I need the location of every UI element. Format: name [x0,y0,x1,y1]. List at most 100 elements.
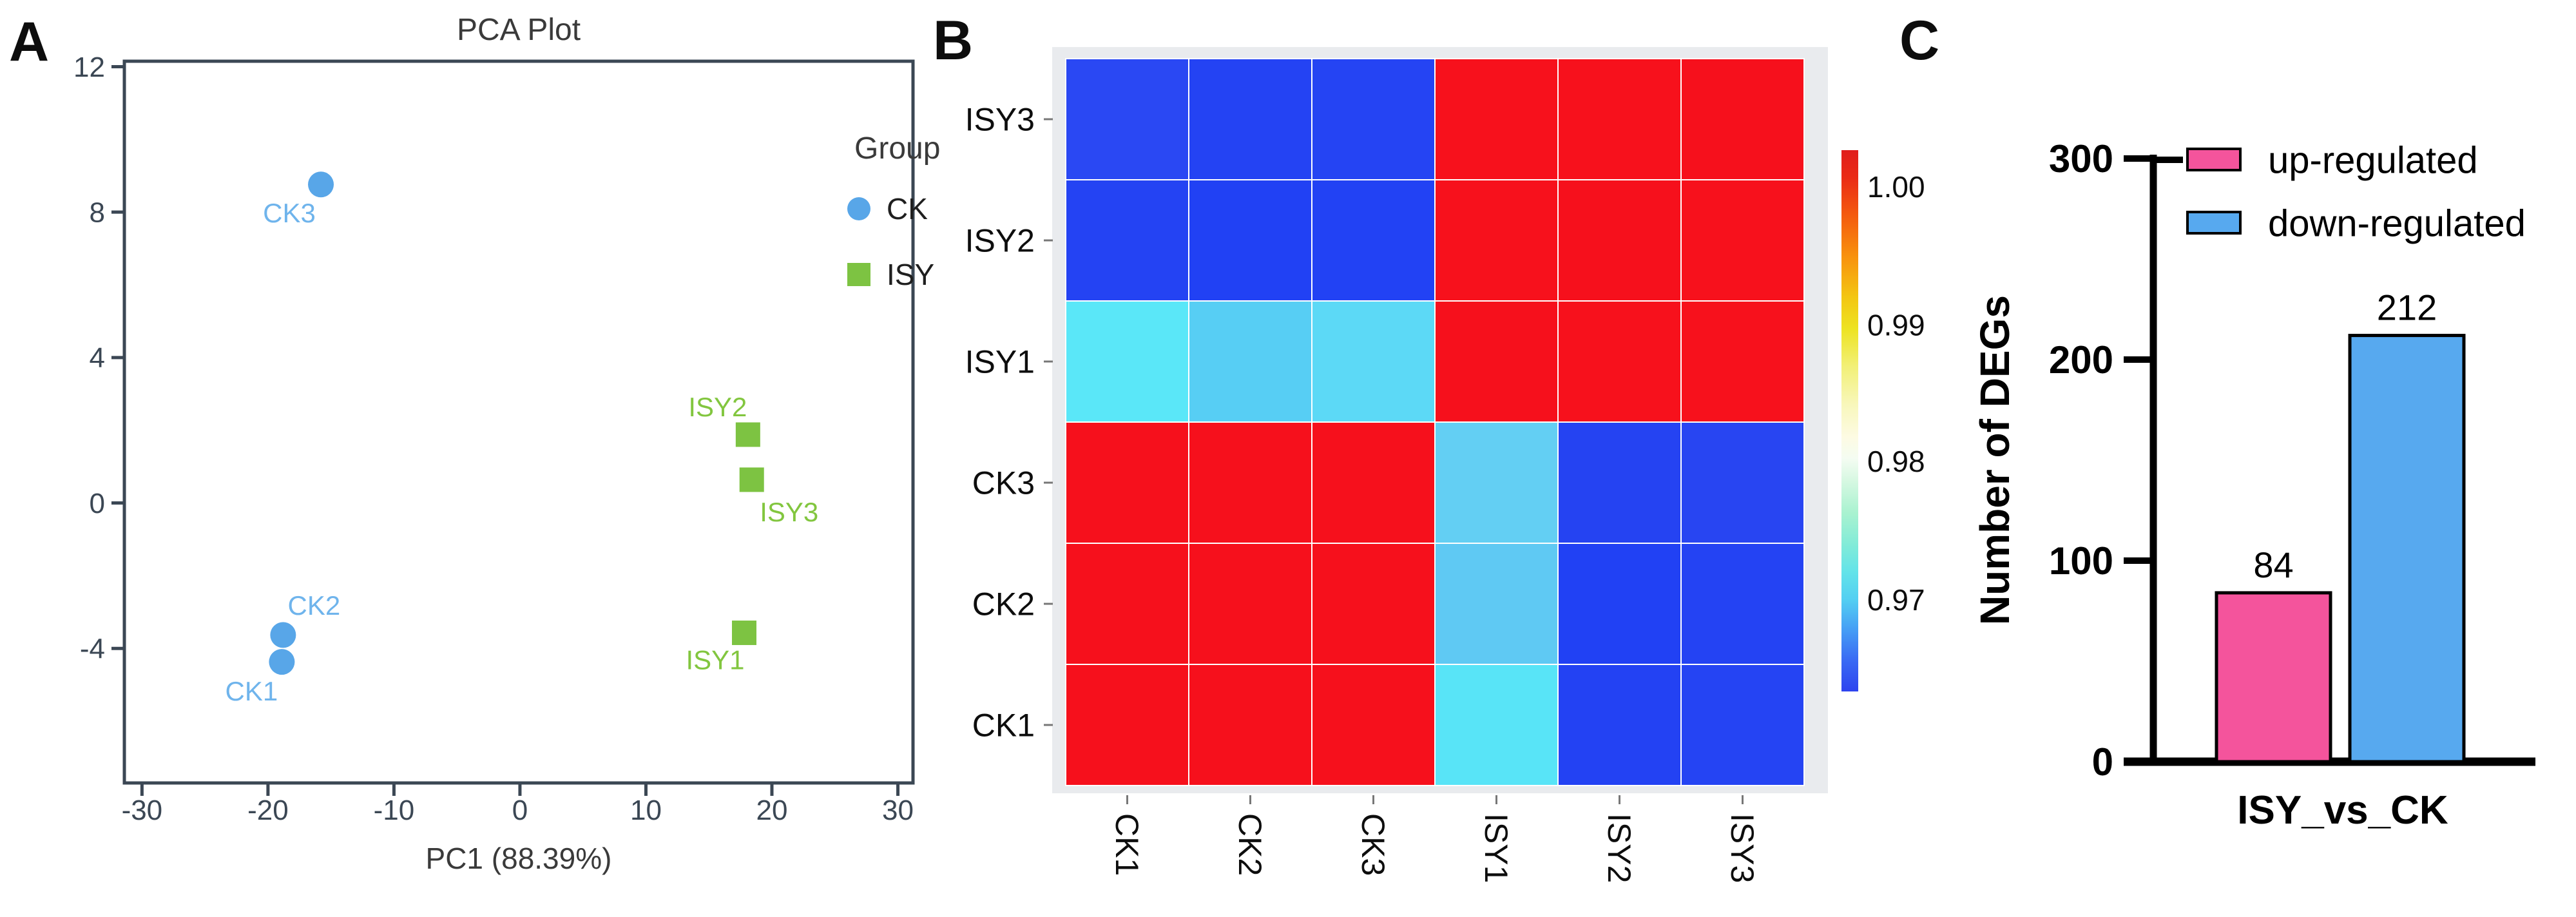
heatmap-cell-ISY3-ISY3: ISY3 vs ISY3 : 1.000 [1680,58,1805,180]
pca-point-ISY2 [735,422,760,447]
colorbar-tick-label-0.99: 0.99 [1867,308,1925,342]
pca-point-label-ISY1: ISY1 [686,645,744,675]
pca-legend-isy-label: ISY [887,258,934,291]
pca-point-CK1 [269,649,295,675]
heatmap-cell-ISY2-ISY2: ISY2 vs ISY2 : 1.000 [1557,179,1682,302]
pca-point-label-ISY3: ISY3 [760,497,818,527]
heatmap-row-label-ISY3: ISY3 [965,102,1035,138]
heatmap-cell-ISY2-ISY1: ISY2 vs ISY1 : 0.999 [1434,179,1559,302]
pca-x-tick-label: -30 [122,795,163,826]
heatmap-col-label-ISY3: ISY3 [1724,813,1760,883]
colorbar-tick-label-0.97: 0.97 [1867,583,1925,617]
heatmap-cell-CK2-ISY1: CK2 vs ISY1 : 0.973 [1434,543,1559,665]
pca-plot-frame [122,59,915,785]
heatmap-cell-CK3-CK1: CK3 vs CK1 : 0.999 [1065,421,1189,544]
heatmap-cell-ISY3-CK3: ISY3 vs CK3 : 0.966 [1311,58,1436,180]
heatmap-row-label-ISY1: ISY1 [965,344,1035,380]
heatmap-cell-ISY2-CK1: ISY2 vs CK1 : 0.966 [1065,179,1189,302]
heatmap-cell-CK3-ISY3: CK3 vs ISY3 : 0.966 [1680,421,1805,544]
heatmap-col-label-CK2: CK2 [1232,813,1268,876]
heatmap-row-label-ISY2: ISY2 [965,223,1035,259]
heatmap-cell-ISY3-ISY1: ISY3 vs ISY1 : 0.999 [1434,58,1559,180]
deg-legend-swatch-up-regulated [2186,148,2242,171]
panel-b-label: B [933,10,974,72]
deg-bar-value-down-regulated: 212 [2377,287,2437,328]
deg-y-axis-title: Number of DEGs [1972,295,2018,625]
pca-point-label-CK3: CK3 [263,198,316,228]
heatmap-col-label-CK3: CK3 [1355,813,1391,876]
heatmap-row-label-CK1: CK1 [972,708,1035,744]
pca-point-label-ISY2: ISY2 [688,392,747,422]
colorbar-tick-label-1.00: 1.00 [1867,170,1925,204]
pca-y-tick-label: -4 [80,633,105,665]
pca-legend-title: Group [854,131,940,166]
heatmap-cell-CK2-CK2: CK2 vs CK2 : 1.000 [1188,543,1312,665]
deg-y-tick-label-200: 200 [2049,338,2113,381]
pca-point-ISY3 [739,467,764,492]
pca-x-tick-label: 10 [630,795,662,826]
pca-x-tick-label: 0 [512,795,528,826]
heatmap-cell-ISY1-CK2: ISY1 vs CK2 : 0.973 [1188,300,1312,423]
heatmap-row-label-CK3: CK3 [972,465,1035,501]
pca-legend-ck-label: CK [887,192,928,226]
heatmap-cell-ISY3-CK1: ISY3 vs CK1 : 0.966 [1065,58,1189,180]
deg-legend-label-up-regulated: up-regulated [2268,139,2478,181]
pca-point-CK3 [308,171,334,198]
pca-point-label-CK1: CK1 [226,676,278,706]
heatmap-col-label-ISY1: ISY1 [1478,813,1514,883]
heatmap-panel: ISY3 vs CK1 : 0.966ISY3 vs CK2 : 0.966IS… [965,47,1925,883]
heatmap-cell-ISY3-CK2: ISY3 vs CK2 : 0.966 [1188,58,1312,180]
panel-c-label: C [1899,10,1940,72]
pca-y-tick-label: 4 [90,342,105,374]
heatmap-cell-ISY3-ISY2: ISY3 vs ISY2 : 0.999 [1557,58,1682,180]
heatmap-col-label-CK1: CK1 [1109,813,1145,876]
heatmap-cell-CK2-ISY3: CK2 vs ISY3 : 0.966 [1680,543,1805,665]
deg-bar-panel: 0 100 200 300 Number of DEGs 84 212 ISY_vs_CK up… [1972,137,2535,833]
deg-bar-value-up-regulated: 84 [2253,545,2293,585]
deg-legend-label-down-regulated: down-regulated [2268,202,2526,244]
heatmap-cell-CK3-CK3: CK3 vs CK3 : 1.000 [1311,421,1436,544]
pca-x-tick-label: -20 [247,795,289,826]
heatmap-cell-CK1-CK3: CK1 vs CK3 : 0.999 [1311,664,1436,786]
pca-x-axis-label: PC1 (88.39%) [426,842,612,875]
pca-x-tick-label: 30 [882,795,914,826]
heatmap-cell-CK2-ISY2: CK2 vs ISY2 : 0.965 [1557,543,1682,665]
heatmap-cell-CK3-CK2: CK3 vs CK2 : 0.999 [1188,421,1312,544]
pca-y-tick-label: 0 [90,488,105,519]
heatmap-cell-ISY1-ISY1: ISY1 vs ISY1 : 1.000 [1434,300,1559,423]
deg-bar-down-regulated [2348,334,2466,764]
heatmap-col-label-ISY2: ISY2 [1601,813,1637,883]
heatmap-cell-ISY1-CK3: ISY1 vs CK3 : 0.974 [1311,300,1436,423]
heatmap-cell-ISY1-CK1: ISY1 vs CK1 : 0.976 [1065,300,1189,423]
pca-y-tick-label: 8 [90,197,105,229]
deg-y-tick-label-300: 300 [2049,137,2113,180]
heatmap-cell-CK2-CK1: CK2 vs CK1 : 0.999 [1065,543,1189,665]
panel-a-label: A [9,11,50,73]
pca-point-label-CK2: CK2 [288,590,341,621]
heatmap-cell-ISY2-ISY3: ISY2 vs ISY3 : 0.999 [1680,179,1805,302]
heatmap-cell-ISY2-CK3: ISY2 vs CK3 : 0.965 [1311,179,1436,302]
pca-x-tick-label: 20 [756,795,788,826]
pca-legend-ck-marker [847,197,870,220]
heatmap-row-label-CK2: CK2 [972,586,1035,623]
heatmap-cell-CK1-CK2: CK1 vs CK2 : 0.999 [1188,664,1312,786]
deg-bar-up-regulated [2215,591,2332,764]
heatmap-cell-CK3-ISY1: CK3 vs ISY1 : 0.974 [1434,421,1559,544]
deg-x-category-label: ISY_vs_CK [2237,788,2448,833]
heatmap-cell-ISY2-CK2: ISY2 vs CK2 : 0.965 [1188,179,1312,302]
pca-point-CK2 [270,622,296,648]
pca-x-tick-label: -10 [374,795,415,826]
heatmap-cell-CK2-CK3: CK2 vs CK3 : 0.999 [1311,543,1436,665]
pca-panel: PCA Plot PC1 (88.39%) -30 -20 -10 0 10 20 30 12 8 4… [73,13,940,875]
pca-point-ISY1 [731,620,756,645]
heatmap-cell-ISY1-ISY2: ISY1 vs ISY2 : 0.999 [1557,300,1682,423]
colorbar [1841,150,1858,691]
heatmap-cell-CK1-ISY3: CK1 vs ISY3 : 0.966 [1680,664,1805,786]
pca-title: PCA Plot [457,13,581,47]
heatmap-cell-CK1-ISY2: CK1 vs ISY2 : 0.966 [1557,664,1682,786]
heatmap-cell-ISY1-ISY3: ISY1 vs ISY3 : 0.999 [1680,300,1805,423]
deg-y-tick-label-100: 100 [2049,539,2113,583]
deg-y-tick-label-0: 0 [2092,740,2113,784]
